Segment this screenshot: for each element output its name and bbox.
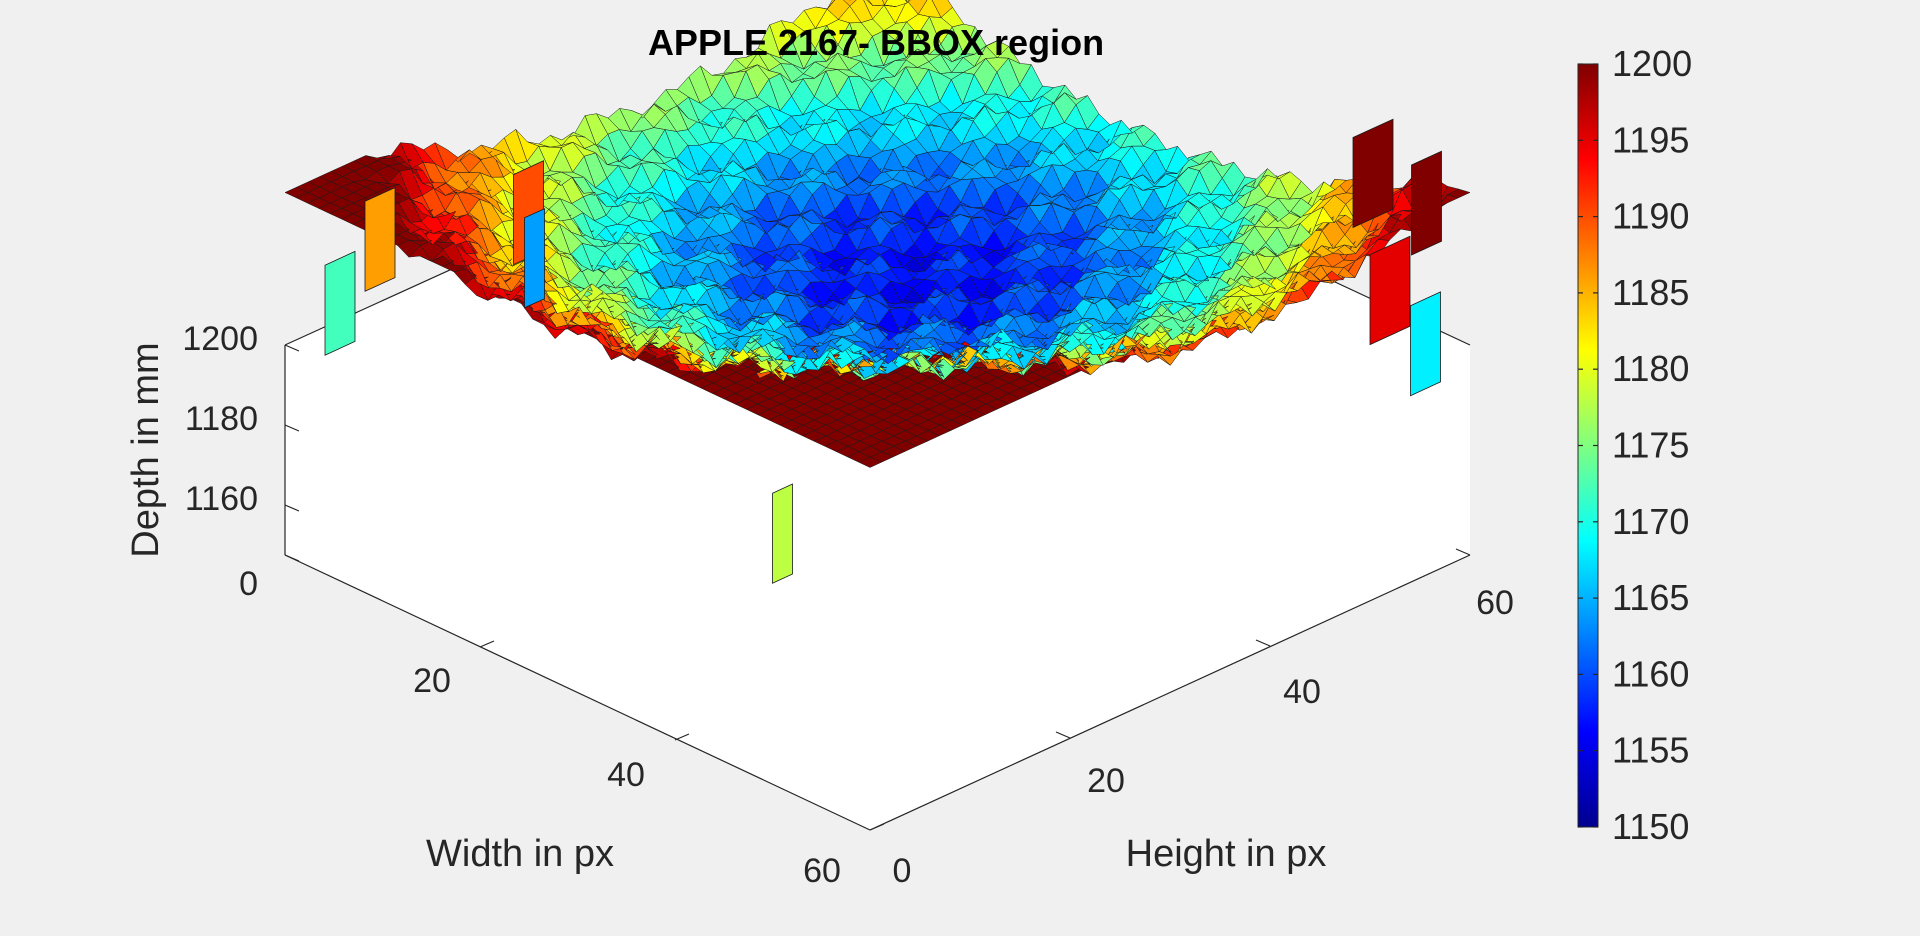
- surface-plot: [284, 0, 1471, 584]
- colorbar-tick-label: 1150: [1612, 806, 1689, 847]
- axis-ticks: [284, 344, 1471, 831]
- dropoff-wall: [524, 208, 545, 309]
- colorbar-tick-label: 1160: [1612, 653, 1689, 694]
- chart-title: APPLE 2167- BBOX region: [648, 22, 1104, 63]
- colorbar-tick-label: 1185: [1612, 272, 1689, 313]
- colorbar-tick-label: 1175: [1612, 425, 1689, 466]
- y-axis-label: Height in px: [1126, 833, 1327, 875]
- colorbar-tick-label: 1165: [1612, 577, 1689, 618]
- x-tick-label: 20: [413, 662, 451, 700]
- colorbar: 1150 1155 1160 1165 1170 1175 1180 1185 1190 1195…: [1577, 43, 1692, 847]
- dropoff-wall: [1369, 235, 1411, 346]
- colorbar-tick-label: 1155: [1612, 730, 1689, 771]
- surface-patch: [868, 0, 885, 6]
- y-tick-label: 20: [1087, 762, 1125, 800]
- dropoff-wall: [1410, 291, 1441, 397]
- z-axis-label: Depth in mm: [125, 342, 167, 557]
- tick-mark: [1255, 639, 1271, 647]
- y-tick-label: 40: [1283, 673, 1321, 711]
- tick-mark: [284, 554, 300, 562]
- y-tick-label: 60: [1476, 584, 1514, 622]
- dropoff-wall: [772, 483, 793, 584]
- colorbar-tick-label: 1170: [1612, 501, 1689, 542]
- dropoff-wall: [1352, 118, 1394, 229]
- tick-mark: [869, 823, 885, 831]
- tick-mark: [284, 344, 300, 352]
- dropoff-wall: [364, 186, 396, 292]
- colorbar-tick-label: 1195: [1612, 119, 1689, 160]
- tick-mark: [284, 424, 300, 432]
- z-tick-label: 0: [239, 565, 258, 603]
- tick-mark: [674, 733, 690, 741]
- tick-mark: [1455, 548, 1471, 556]
- dropoff-wall: [1411, 150, 1442, 256]
- colorbar-tick-label: 1200: [1612, 43, 1692, 84]
- colorbar-ticks: 1150 1155 1160 1165 1170 1175 1180 1185 1190 1195…: [1578, 43, 1692, 847]
- x-tick-label: 40: [607, 756, 645, 794]
- colorbar-tick-label: 1180: [1612, 348, 1689, 389]
- tick-mark: [479, 640, 495, 648]
- z-tick-label: 1200: [182, 320, 258, 358]
- tick-mark: [284, 504, 300, 512]
- y-tick-label: 0: [893, 852, 912, 890]
- z-tick-label: 1160: [185, 480, 258, 518]
- surface-patch: [843, 0, 857, 7]
- tick-mark: [1055, 731, 1071, 739]
- colorbar-tick-label: 1190: [1612, 196, 1689, 237]
- surface-patch: [882, 0, 888, 6]
- surface-patch: [850, 0, 874, 6]
- x-axis-label: Width in px: [426, 833, 614, 875]
- x-tick-label: 60: [803, 852, 841, 890]
- surface-patch: [284, 186, 309, 199]
- dropoff-wall: [324, 250, 356, 356]
- z-tick-label: 1180: [185, 400, 258, 438]
